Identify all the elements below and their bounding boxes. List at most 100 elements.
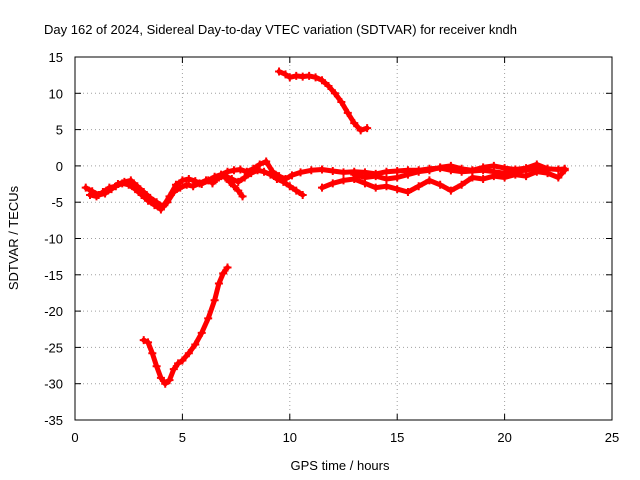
plot-frame <box>74 56 613 421</box>
data-point <box>208 179 217 188</box>
series-track-main-c <box>208 172 247 201</box>
data-point <box>202 176 211 185</box>
data-point <box>318 76 327 85</box>
data-point <box>328 179 337 188</box>
data-point <box>210 296 219 305</box>
data-point <box>197 328 206 337</box>
data-point <box>543 164 552 173</box>
data-point <box>339 168 348 177</box>
data-point <box>253 166 262 175</box>
data-point <box>238 192 247 201</box>
data-point <box>174 359 183 368</box>
data-point <box>262 157 271 166</box>
data-point <box>214 279 223 288</box>
data-point <box>234 177 243 186</box>
data-point <box>204 314 213 323</box>
data-point <box>184 174 193 183</box>
data-point <box>382 174 391 183</box>
data-point <box>217 172 226 181</box>
data-point <box>393 173 402 182</box>
data-point <box>287 171 296 180</box>
data-point <box>255 160 264 169</box>
data-point <box>247 169 256 178</box>
series-track-main-d <box>318 166 569 197</box>
y-tick-label: -5 <box>51 195 63 210</box>
data-point <box>307 166 316 175</box>
data-point <box>305 71 314 80</box>
data-point <box>489 172 498 181</box>
data-point <box>414 182 423 191</box>
data-point <box>382 167 391 176</box>
data-point <box>350 170 359 179</box>
data-point <box>356 126 365 135</box>
x-tick-label: 25 <box>605 430 619 445</box>
data-point <box>522 164 531 173</box>
data-point <box>182 180 191 189</box>
series-track-lower <box>139 263 232 388</box>
data-point <box>457 164 466 173</box>
data-point <box>279 177 288 186</box>
data-point <box>371 183 380 192</box>
data-point <box>126 176 135 185</box>
data-point <box>330 89 339 98</box>
data-point <box>328 166 337 175</box>
y-tick-label: -30 <box>44 377 63 392</box>
x-axis-label: GPS time / hours <box>291 458 390 473</box>
x-tick-label: 10 <box>283 430 297 445</box>
data-point <box>178 176 187 185</box>
data-point <box>275 67 284 76</box>
data-point <box>221 173 230 182</box>
data-point <box>403 170 412 179</box>
y-tick-label: -15 <box>44 268 63 283</box>
data-point <box>446 186 455 195</box>
data-point <box>382 182 391 191</box>
data-point <box>124 180 133 189</box>
data-point <box>500 164 509 173</box>
data-point <box>195 179 204 188</box>
series-track-main-b <box>86 166 307 214</box>
data-point <box>189 182 198 191</box>
data-point <box>229 182 238 191</box>
data-point <box>363 124 372 133</box>
y-tick-label: -35 <box>44 413 63 428</box>
x-tick-label: 15 <box>390 430 404 445</box>
data-point <box>86 190 95 199</box>
data-point <box>436 163 445 172</box>
data-point <box>298 190 307 199</box>
data-point <box>489 161 498 170</box>
x-tick-label: 5 <box>179 430 186 445</box>
grid-lines <box>75 57 612 420</box>
data-point <box>511 165 520 174</box>
data-point <box>468 166 477 175</box>
data-point <box>532 160 541 169</box>
data-point <box>118 179 127 188</box>
y-tick-label: 15 <box>49 50 63 65</box>
data-point <box>285 73 294 82</box>
data-point <box>236 165 245 174</box>
data-point <box>324 82 333 91</box>
data-point <box>446 161 455 170</box>
data-point <box>171 180 180 189</box>
data-point <box>176 183 185 192</box>
data-point <box>212 174 221 183</box>
data-point <box>165 376 174 385</box>
data-point <box>403 188 412 197</box>
data-point <box>500 173 509 182</box>
data-point <box>150 201 159 210</box>
data-point <box>318 165 327 174</box>
data-point <box>137 190 146 199</box>
data-point <box>156 373 165 382</box>
data-point <box>343 108 352 117</box>
data-point <box>337 98 346 107</box>
data-point <box>81 183 90 192</box>
data-point <box>266 170 275 179</box>
data-point <box>468 173 477 182</box>
y-tick-label: 0 <box>56 159 63 174</box>
data-point <box>148 349 157 358</box>
data-point <box>240 173 249 182</box>
data-point <box>350 119 359 128</box>
y-tick-label: -25 <box>44 340 63 355</box>
data-point <box>144 196 153 205</box>
